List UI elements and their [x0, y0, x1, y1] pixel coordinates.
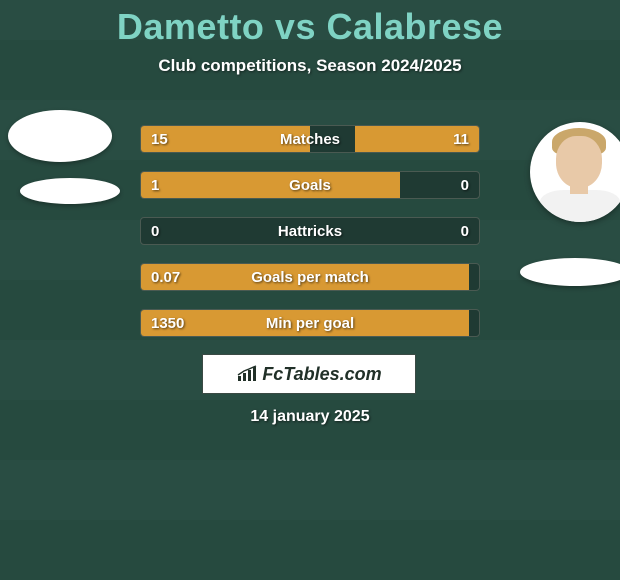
stats-bars: 15 Matches 11 1 Goals 0 0 Hattricks 0 0.… — [140, 125, 480, 355]
stat-label: Min per goal — [141, 310, 479, 336]
stat-label: Matches — [141, 126, 479, 152]
stat-right-value: 0 — [461, 218, 469, 244]
player-right-shadow — [520, 258, 620, 286]
stat-row-goals: 1 Goals 0 — [140, 171, 480, 199]
stat-right-value: 11 — [453, 126, 469, 152]
chart-icon — [236, 365, 258, 383]
stat-label: Goals per match — [141, 264, 479, 290]
brand-text: FcTables.com — [262, 364, 381, 385]
player-left-avatar — [8, 110, 112, 162]
stat-label: Hattricks — [141, 218, 479, 244]
brand-link[interactable]: FcTables.com — [202, 354, 416, 394]
player-left-shadow — [20, 178, 120, 204]
content: Dametto vs Calabrese Club competitions, … — [0, 0, 620, 580]
stat-label: Goals — [141, 172, 479, 198]
stat-row-hattricks: 0 Hattricks 0 — [140, 217, 480, 245]
stat-row-matches: 15 Matches 11 — [140, 125, 480, 153]
player-right-avatar — [530, 122, 620, 222]
stat-row-min-per-goal: 1350 Min per goal — [140, 309, 480, 337]
date-text: 14 january 2025 — [0, 408, 620, 426]
page-title: Dametto vs Calabrese — [0, 0, 620, 48]
stat-right-value: 0 — [461, 172, 469, 198]
stat-row-goals-per-match: 0.07 Goals per match — [140, 263, 480, 291]
page-subtitle: Club competitions, Season 2024/2025 — [0, 56, 620, 76]
